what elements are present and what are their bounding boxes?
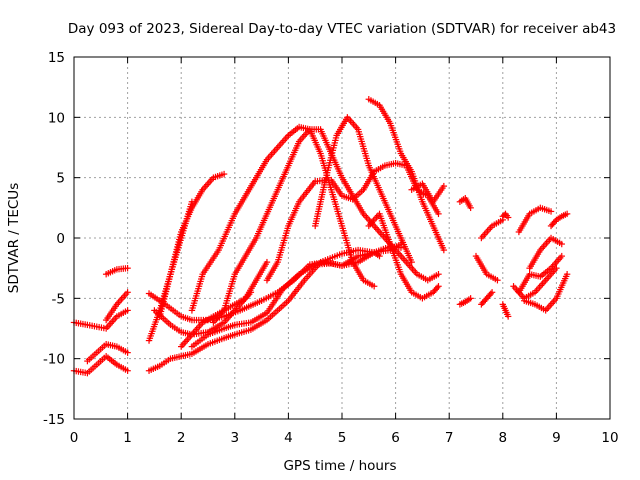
y-tick-label: -10 (43, 352, 65, 368)
data-point (558, 252, 565, 260)
y-tick-label: 0 (56, 231, 65, 247)
x-tick-label: 9 (552, 430, 561, 446)
y-tick-label: -5 (52, 291, 65, 307)
data-point (558, 240, 565, 248)
data-point (433, 284, 441, 291)
data-point (124, 264, 131, 272)
data-point (563, 271, 571, 278)
x-tick-label: 10 (601, 430, 618, 446)
x-tick-label: 6 (391, 430, 400, 446)
y-axis-label: SDTVAR / TECUs (6, 183, 22, 293)
data-points (70, 96, 571, 377)
data-point (435, 283, 442, 290)
data-point (488, 289, 496, 296)
data-point (435, 210, 442, 218)
data-point (553, 264, 560, 272)
x-tick-label: 3 (231, 430, 240, 446)
chart-title: Day 093 of 2023, Sidereal Day-to-day VTE… (68, 21, 616, 37)
data-point (563, 210, 571, 218)
x-tick-label: 1 (123, 430, 132, 446)
grid (74, 57, 610, 419)
data-point (440, 182, 448, 190)
data-point (124, 367, 131, 374)
data-point (124, 349, 131, 356)
data-point (263, 258, 271, 266)
data-point (504, 313, 512, 320)
data-point (408, 258, 415, 266)
y-tick-label: 5 (56, 171, 65, 187)
data-point (124, 289, 131, 296)
x-tick-label: 8 (499, 430, 508, 446)
x-tick-label: 2 (177, 430, 186, 446)
data-point (487, 290, 494, 298)
data-point (504, 214, 512, 221)
x-tick-label: 4 (284, 430, 293, 446)
axis-ticks: 0 1 2 3 4 5 6 7 8 9 10 -15 -10 -5 0 5 10 15 (43, 50, 619, 446)
data-point (435, 271, 442, 278)
data-point (440, 246, 448, 254)
data-point (467, 204, 474, 212)
data-point (124, 307, 131, 314)
y-tick-label: 15 (48, 50, 65, 66)
data-point (376, 252, 383, 260)
x-tick-label: 7 (445, 430, 454, 446)
x-tick-label: 0 (70, 430, 79, 446)
x-tick-label: 5 (338, 430, 347, 446)
y-tick-label: -15 (43, 412, 65, 428)
data-point (370, 283, 378, 290)
data-point (547, 208, 555, 215)
data-point (494, 277, 501, 284)
y-tick-label: 10 (48, 110, 65, 126)
x-axis-label: GPS time / hours (283, 458, 396, 474)
data-point (467, 295, 474, 302)
data-point (220, 170, 228, 178)
